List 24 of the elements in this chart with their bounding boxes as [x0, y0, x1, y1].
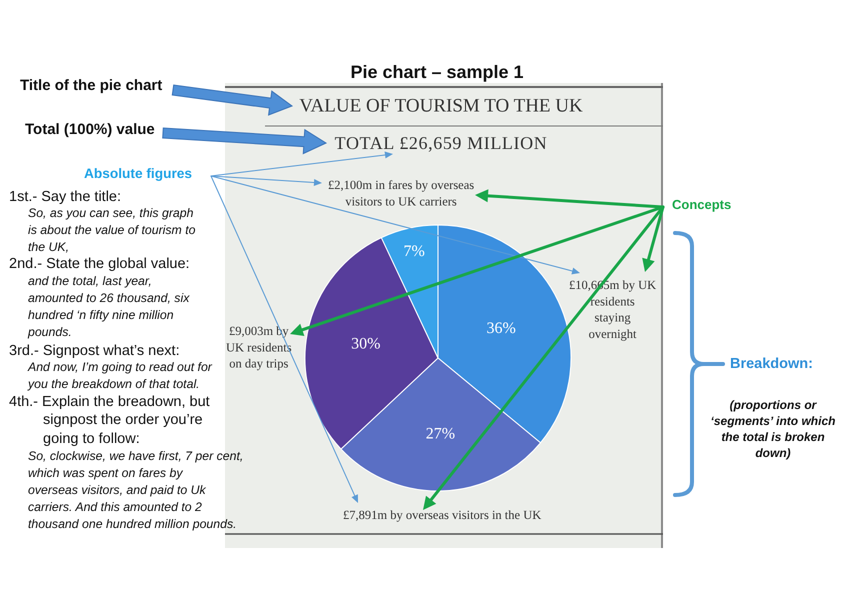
text: (proportions or ‘segments’ into which the total is broken down)	[710, 397, 836, 461]
slice-label: £7,891m by overseas visitors in the UK	[343, 508, 542, 522]
text: Pie chart – sample 1	[350, 61, 524, 83]
chart-title: VALUE OF TOURISM TO THE UK	[299, 96, 584, 117]
text: So, clockwise, we have first, 7 per cent, which was spent on fares by overseas visitors, and paid to Uk carriers. And this amounted to 2 thousand one hundred million pounds.	[28, 448, 244, 533]
data-label: 30%	[351, 336, 380, 353]
text: 1st.- Say the title:	[9, 188, 122, 207]
text: 4th.- Explain the breadown, but	[9, 393, 210, 412]
text: Title of the pie chart	[20, 77, 162, 95]
text: Breakdown:	[730, 355, 813, 373]
text: 3rd.- Signpost what’s next:	[9, 342, 180, 361]
data-label: 36%	[486, 320, 516, 337]
chart-subtitle: TOTAL £26,659 MILLION	[334, 132, 548, 155]
data-label: 27%	[426, 425, 456, 442]
text: Total (100%) value	[25, 121, 155, 139]
text: Absolute figures	[84, 165, 192, 182]
text: signpost the order you’re going to follow:	[43, 411, 203, 449]
text: 2nd.- State the global value:	[9, 255, 190, 274]
slice-label: £2,100m in fares by overseas visitors to UK carriers	[328, 178, 474, 208]
text: Concepts	[672, 197, 732, 213]
text: and the total, last year, amounted to 26 thousand, six hundred ‘n fifty nine million pounds.	[28, 273, 190, 341]
text: So, as you can see, this graph is about the value of tourism to the UK,	[28, 205, 196, 256]
data-label: 7%	[404, 242, 425, 260]
text: And now, I’m going to read out for you the breakdown of that total.	[28, 359, 212, 393]
